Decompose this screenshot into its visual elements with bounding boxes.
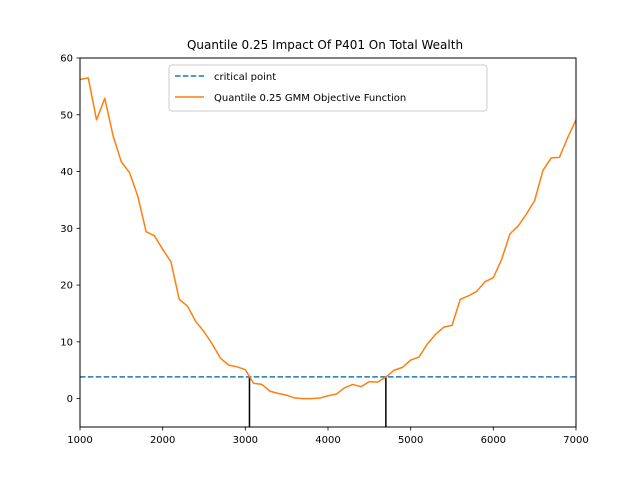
y-tick-label-30: 30 (60, 224, 73, 235)
legend-box (168, 64, 488, 112)
plot-frame (79, 57, 577, 428)
legend: critical point Quantile 0.25 GMM Objectiv… (168, 64, 488, 112)
y-tick-label-50: 50 (60, 110, 73, 121)
y-tick-label-40: 40 (60, 167, 73, 178)
y-tick-label-10: 10 (60, 337, 73, 348)
x-tick-label-6000: 6000 (481, 435, 506, 446)
legend-label-1: Quantile 0.25 GMM Objective Function (214, 93, 406, 104)
x-tick-label-4000: 4000 (315, 435, 340, 446)
chart-title: Quantile 0.25 Impact Of P401 On Total We… (187, 38, 463, 52)
axes: 1000 2000 3000 4000 5000 6000 7000 0 10 20 30 40 50 6… (60, 54, 588, 447)
plot-content (80, 77, 576, 427)
x-tick-label-5000: 5000 (398, 435, 423, 446)
objective-function-line (80, 77, 576, 400)
x-tick-label-1000: 1000 (67, 435, 92, 446)
y-tick-label-60: 60 (60, 54, 73, 65)
x-tick-label-3000: 3000 (233, 435, 258, 446)
x-tick-label-7000: 7000 (563, 435, 588, 446)
legend-label-0: critical point (214, 72, 276, 83)
y-tick-label-20: 20 (60, 281, 73, 292)
plot-area (80, 77, 576, 427)
y-tick-label-0: 0 (67, 394, 73, 405)
x-tick-label-2000: 2000 (150, 435, 175, 446)
